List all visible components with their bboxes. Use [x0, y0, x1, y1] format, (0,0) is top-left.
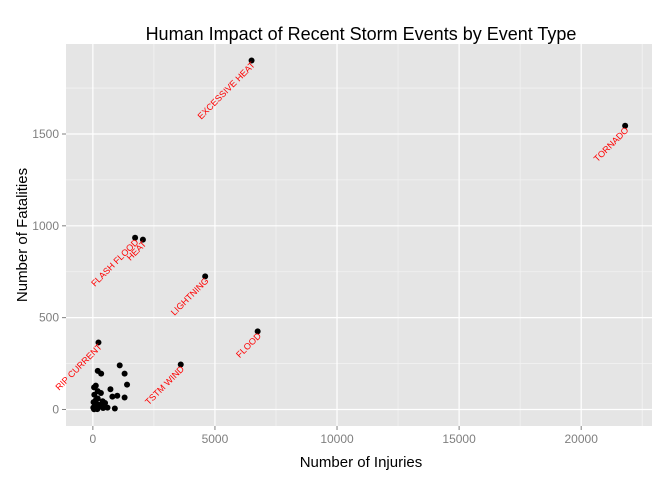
data-point [97, 389, 104, 396]
x-axis-title: Number of Injuries [300, 454, 423, 471]
minor-gridlines [66, 44, 652, 426]
data-point [114, 392, 121, 399]
x-tick-label: 10000 [320, 432, 354, 446]
chart-title: Human Impact of Recent Storm Events by E… [146, 24, 577, 44]
y-tick-label: 500 [39, 311, 59, 325]
data-point [98, 370, 105, 377]
y-tick-label: 1000 [32, 219, 59, 233]
data-point [124, 381, 131, 388]
plot-panel [66, 44, 652, 426]
data-point-labeled [95, 339, 102, 346]
data-point [121, 370, 128, 377]
data-point [91, 384, 98, 391]
x-tick-label: 20000 [565, 432, 599, 446]
y-axis-title: Number of Fatalities [14, 168, 31, 302]
data-point-labeled [177, 361, 184, 368]
data-point [121, 394, 128, 401]
major-gridlines [66, 44, 652, 426]
y-tick-label: 0 [52, 402, 59, 416]
data-point-labeled [202, 273, 209, 280]
data-points [90, 57, 629, 413]
data-point [109, 393, 116, 400]
data-point [91, 406, 98, 413]
x-tick-label: 0 [90, 432, 97, 446]
data-point [116, 362, 123, 369]
data-point [100, 405, 107, 412]
axis-ticks: 0 5000 10000 15000 20000 0 500 1000 1500 [32, 127, 598, 446]
data-point-labeled [622, 122, 629, 129]
data-point-labeled [248, 57, 255, 64]
x-tick-label: 15000 [442, 432, 476, 446]
data-point [104, 404, 111, 411]
data-point-labeled [132, 234, 139, 241]
x-tick-label: 5000 [202, 432, 229, 446]
data-point [107, 386, 114, 393]
data-point [111, 405, 118, 412]
data-point-labeled [254, 328, 261, 335]
data-point [102, 400, 109, 407]
data-point-labeled [139, 236, 146, 243]
y-tick-label: 1500 [32, 127, 59, 141]
